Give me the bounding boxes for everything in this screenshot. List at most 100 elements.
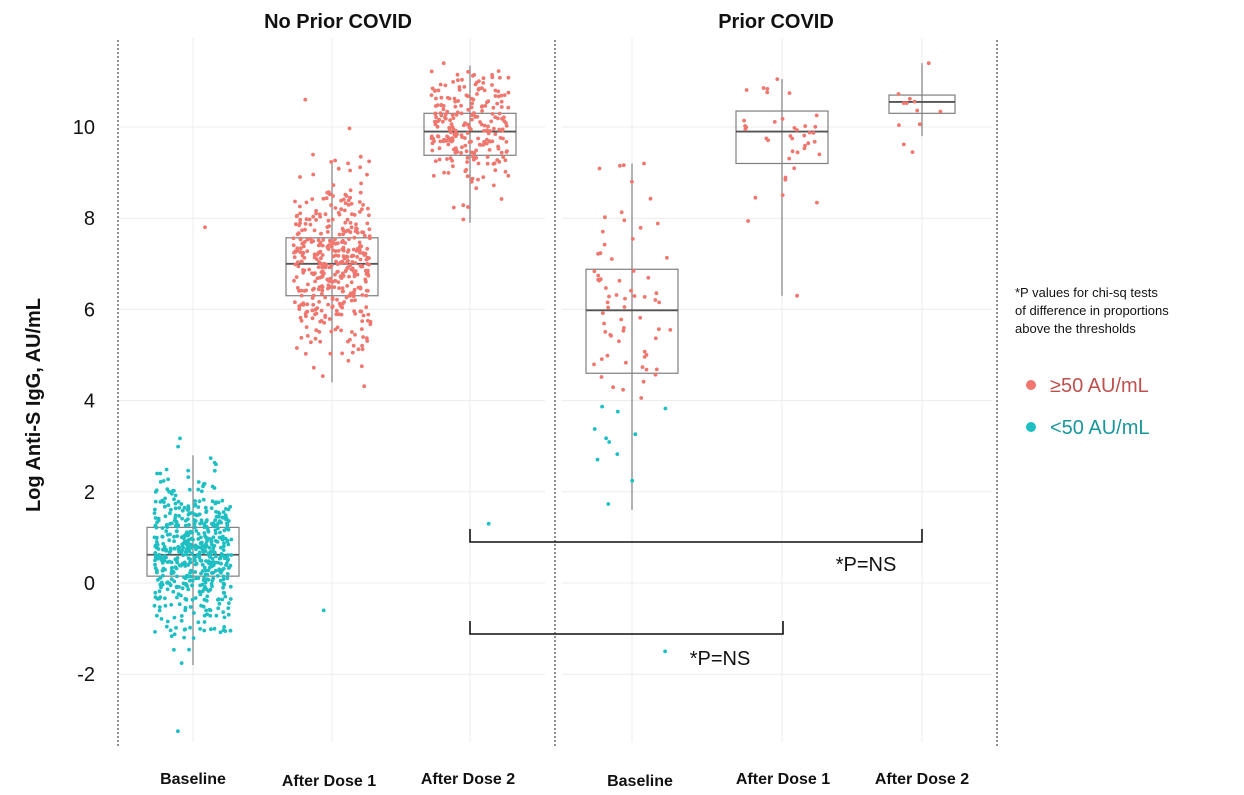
data-point xyxy=(164,547,168,552)
data-point xyxy=(208,555,212,559)
data-point xyxy=(186,547,191,552)
data-point xyxy=(346,198,351,203)
data-point xyxy=(315,306,320,310)
data-point xyxy=(457,85,462,89)
data-point xyxy=(221,610,226,614)
data-point xyxy=(176,547,181,552)
data-point xyxy=(174,625,178,630)
data-point xyxy=(334,312,339,317)
data-point xyxy=(761,86,766,90)
data-point xyxy=(454,146,458,151)
data-point xyxy=(901,101,906,105)
data-point xyxy=(445,109,450,114)
data-point xyxy=(303,227,307,232)
data-point xyxy=(224,517,228,522)
y-tick-label: 4 xyxy=(84,391,95,413)
data-point xyxy=(298,246,303,251)
data-point xyxy=(152,511,157,515)
data-point xyxy=(201,497,206,502)
data-point xyxy=(744,88,749,92)
data-point xyxy=(364,336,369,340)
data-point xyxy=(179,661,184,665)
data-point xyxy=(304,314,308,319)
data-point xyxy=(182,505,187,510)
data-point xyxy=(449,122,454,126)
data-point xyxy=(184,598,189,602)
data-point xyxy=(303,222,308,226)
data-point xyxy=(608,333,613,337)
data-point xyxy=(343,241,348,245)
data-point xyxy=(600,229,605,234)
data-point xyxy=(448,118,452,123)
data-point xyxy=(200,547,205,552)
data-point xyxy=(180,544,185,549)
data-point xyxy=(199,535,203,540)
data-point xyxy=(176,729,180,734)
data-point xyxy=(433,89,437,93)
data-point xyxy=(172,647,176,652)
data-point xyxy=(476,161,481,166)
data-point xyxy=(296,264,301,269)
data-point xyxy=(221,585,226,590)
data-point xyxy=(607,294,611,299)
data-point xyxy=(220,498,225,503)
data-point xyxy=(482,123,487,128)
data-point xyxy=(227,601,231,605)
data-point xyxy=(335,325,340,330)
data-point xyxy=(473,82,478,87)
data-point xyxy=(182,536,186,541)
data-point xyxy=(153,562,157,567)
data-point xyxy=(190,551,195,556)
data-point xyxy=(204,608,209,613)
data-point xyxy=(505,149,509,154)
data-point xyxy=(455,72,460,77)
data-point xyxy=(152,603,157,608)
data-point xyxy=(615,452,620,456)
data-point xyxy=(614,293,619,297)
data-point xyxy=(345,217,350,222)
data-point xyxy=(349,225,354,230)
data-point xyxy=(318,249,323,254)
data-point xyxy=(208,608,213,613)
data-point xyxy=(478,143,483,147)
data-point xyxy=(172,497,176,502)
data-point xyxy=(454,113,459,117)
legend-dot-below xyxy=(1026,422,1036,432)
data-point xyxy=(221,574,226,579)
data-point xyxy=(329,203,333,208)
data-point xyxy=(743,124,747,128)
data-point xyxy=(795,128,799,132)
data-point xyxy=(624,360,628,365)
data-point xyxy=(459,111,464,116)
data-point xyxy=(216,500,221,505)
data-point xyxy=(171,570,176,574)
data-point xyxy=(457,88,462,92)
box xyxy=(585,268,679,374)
data-point xyxy=(221,544,226,549)
data-point xyxy=(161,573,165,578)
data-point xyxy=(319,231,323,236)
data-point xyxy=(173,506,178,511)
data-point xyxy=(493,115,498,120)
data-point xyxy=(158,576,163,580)
data-point xyxy=(299,318,304,323)
data-point xyxy=(228,628,233,633)
data-point xyxy=(344,261,349,265)
data-point xyxy=(485,137,489,142)
data-point xyxy=(477,79,481,83)
data-point xyxy=(321,608,326,613)
data-point xyxy=(325,225,330,230)
data-point xyxy=(466,107,471,112)
data-point xyxy=(642,355,647,359)
data-point xyxy=(294,275,299,279)
data-point xyxy=(174,566,179,571)
x-tick-label-no-prior-dose2: After Dose 2 xyxy=(421,771,515,788)
data-point xyxy=(305,302,310,307)
data-point xyxy=(312,255,317,260)
data-point xyxy=(912,99,917,104)
data-point xyxy=(436,88,441,93)
data-point xyxy=(313,279,317,284)
data-point xyxy=(365,262,370,266)
data-point xyxy=(314,328,319,333)
